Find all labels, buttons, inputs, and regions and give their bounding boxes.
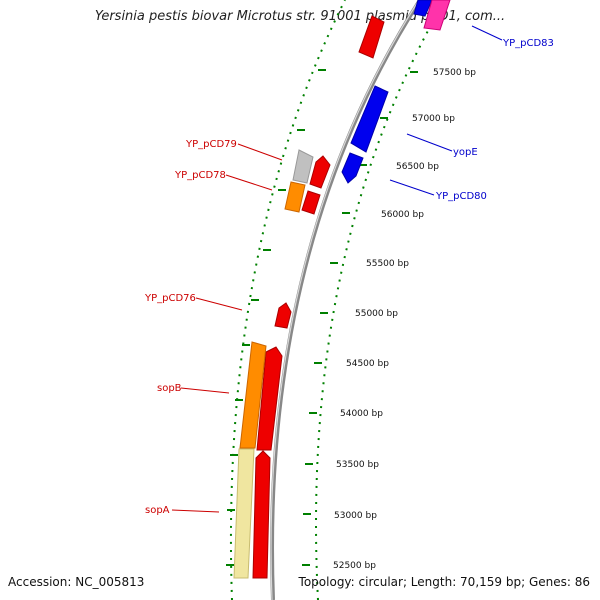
gene-sopB-orange[interactable] xyxy=(239,341,267,449)
gene-YP_pCD78-red[interactable] xyxy=(301,190,321,215)
gene-label: sopB xyxy=(157,383,182,394)
gene-YP_pCD83[interactable] xyxy=(413,0,433,17)
ruler-label: 56000 bp xyxy=(381,210,424,220)
gene-label: YP_pCD79 xyxy=(185,139,237,150)
ruler-label: 52500 bp xyxy=(333,561,376,571)
accession-text: Accession: NC_005813 xyxy=(8,575,145,589)
gene-label: YP_pCD80 xyxy=(435,191,487,202)
outer-tick-marks xyxy=(226,69,326,566)
gene-label: sopA xyxy=(145,505,170,516)
gene-label: YP_pCD78 xyxy=(174,170,226,181)
ruler-label: 55000 bp xyxy=(355,309,398,319)
gene-yopE[interactable] xyxy=(350,85,389,153)
ruler-label: 54000 bp xyxy=(340,409,383,419)
gene-YP_pCD79-gray[interactable] xyxy=(292,149,314,184)
ruler-label: 57500 bp xyxy=(433,68,476,78)
gene-label: yopE xyxy=(453,147,478,158)
ruler-label: 57000 bp xyxy=(412,114,455,124)
gene-YP_pCD80[interactable] xyxy=(341,152,364,184)
backbone xyxy=(270,0,422,600)
backbone-highlight xyxy=(270,0,420,600)
gene-magenta[interactable] xyxy=(423,0,451,31)
gene-label: YP_pCD83 xyxy=(502,38,554,49)
gene-YP_pCD78-orange[interactable] xyxy=(284,181,306,213)
map-title: Yersinia pestis biovar Microtus str. 910… xyxy=(94,9,506,24)
gene-YP_pCD79-red[interactable] xyxy=(309,155,331,189)
forward-leader-lines xyxy=(171,143,283,513)
gene-sopA-red[interactable] xyxy=(252,450,271,579)
ruler-labels: 57500 bp 57000 bp 56500 bp 56000 bp 5550… xyxy=(333,68,476,571)
gene-red-top[interactable] xyxy=(358,15,385,59)
reverse-labels: YP_pCD83 yopE YP_pCD80 xyxy=(435,38,554,202)
outer-dotted-arc xyxy=(229,0,346,600)
ruler-label: 55500 bp xyxy=(366,259,409,269)
gene-sopB-red[interactable] xyxy=(256,346,283,451)
reverse-leader-lines xyxy=(389,25,503,196)
ruler-tick-marks xyxy=(302,71,418,566)
ruler-label: 53500 bp xyxy=(336,460,379,470)
gene-label: YP_pCD76 xyxy=(144,293,196,304)
gene-sopA-yellow[interactable] xyxy=(233,448,255,579)
forward-labels: YP_pCD79 YP_pCD78 YP_pCD76 sopB sopA xyxy=(144,139,237,516)
ruler-label: 53000 bp xyxy=(334,511,377,521)
topology-text: Topology: circular; Length: 70,159 bp; G… xyxy=(298,575,590,589)
gene-YP_pCD76[interactable] xyxy=(274,302,292,329)
inner-dotted-arc xyxy=(315,0,446,600)
ruler-label: 54500 bp xyxy=(346,359,389,369)
ruler-label: 56500 bp xyxy=(396,162,439,172)
